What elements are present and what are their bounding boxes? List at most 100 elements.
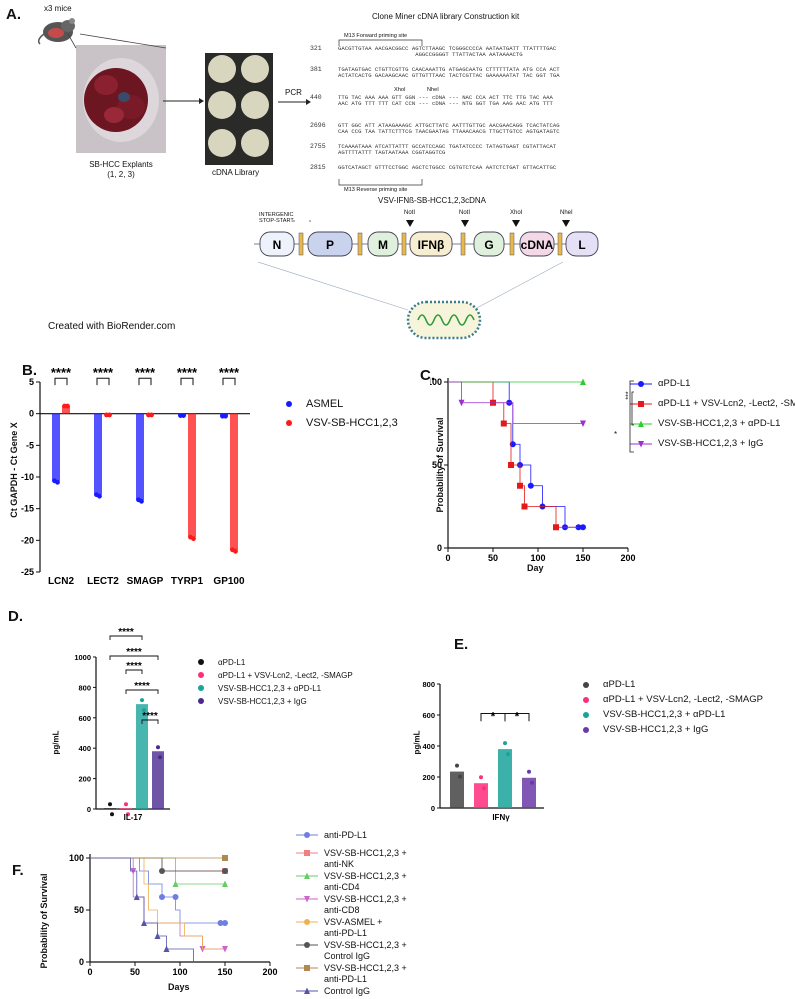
zoom-lines — [67, 33, 167, 49]
construct-segment-label: M — [378, 238, 388, 252]
panel-a-letter: A. — [6, 6, 21, 23]
kit-title: Clone Miner cDNA library Construction ki… — [372, 12, 520, 21]
bar — [498, 749, 512, 808]
bar-point — [55, 479, 60, 485]
legend-entry: VSV-SB-HCC1,2,3 + αPD-L1 — [630, 418, 780, 429]
legend-swatch — [583, 711, 589, 718]
legend-swatch — [286, 420, 292, 426]
intergenic-junction — [460, 232, 466, 256]
series-line — [90, 857, 225, 872]
sig-label: **** — [126, 647, 142, 658]
y-tick-label: -20 — [21, 535, 34, 545]
legend-entry: VSV-SB-HCC1,2,3 + Control IgG — [296, 940, 407, 962]
chart-f: 0 50 100 0 50 100 150 200 — [69, 853, 278, 977]
y-tick-label: 600 — [78, 714, 91, 723]
y-tick-label: 100 — [69, 853, 84, 863]
bar-point — [142, 708, 146, 713]
sequence-text: TCAAAATAAA ATCATTATTT GCCATCCAGC TGATATC… — [338, 143, 557, 157]
bar-point — [110, 812, 114, 817]
legend-label: anti-PD-L1 — [324, 830, 368, 840]
x-tick-label: TYRP1 — [171, 576, 204, 585]
legend-swatch — [296, 987, 318, 994]
legend-label: VSV-SB-HCC1,2,3 + anti-PD-L1 — [324, 963, 407, 984]
bar-point — [223, 413, 228, 419]
legend-marker — [304, 850, 310, 856]
legend-swatch — [198, 672, 204, 678]
x-tick-label: 0 — [445, 553, 450, 563]
intergenic-junction — [401, 232, 407, 256]
intergenic-label-2: STOP-START — [259, 218, 294, 224]
sequence-row: 321 GACGTTGTAA AACGACGGCC AGTCTTAAGC TCGG… — [310, 45, 556, 59]
x-tick-label: 50 — [130, 967, 140, 977]
sig-label: **** — [93, 365, 114, 380]
panel-d-letter: D. — [8, 608, 23, 625]
chart-b-ylabel: Ct GAPDH - Ct Gene X — [9, 422, 19, 518]
legend-marker — [638, 380, 644, 387]
y-tick-label: 600 — [422, 711, 435, 720]
series-marker — [580, 378, 586, 385]
series-line — [90, 857, 225, 872]
legend-label: αPD-L1 + VSV-Lcn2, -Lect2, -SMAGP — [218, 670, 353, 680]
chart-f-xlabel: Days — [168, 982, 190, 992]
chart-c-xlabel: Day — [527, 563, 544, 573]
construct-segment-m — [367, 231, 399, 257]
x-tick-label: 150 — [217, 967, 232, 977]
legend-swatch — [198, 698, 204, 704]
legend-entry: αPD-L1 — [630, 378, 690, 389]
construct-segment-label: cDNA — [521, 238, 554, 252]
sequence-row: 2696 GTT GGC ATT ATAAGAAAGC ATTGCTTATC AA… — [310, 122, 560, 136]
legend-marker — [583, 711, 589, 718]
series-marker — [172, 894, 179, 900]
legend-swatch — [630, 420, 652, 427]
legend-label: Control IgG — [324, 986, 371, 996]
legend-label: VSV-SB-HCC1,2,3 + αPD-L1 — [218, 683, 322, 693]
explant-label-2: (1, 2, 3) — [107, 170, 135, 179]
y-tick-label: -15 — [21, 504, 34, 514]
construct-segment-g — [473, 231, 505, 257]
sig-bracket — [504, 712, 530, 722]
bar — [136, 413, 144, 500]
bar-point — [479, 775, 483, 780]
legend-label: VSV-SB-HCC1,2,3 + αPD-L1 — [658, 418, 781, 429]
bar — [450, 771, 464, 808]
series-marker — [527, 482, 534, 489]
legend-swatch — [296, 896, 318, 903]
chart-d: 0 200 400 600 800 1000 IL-17 **** **** **** **** **… — [74, 627, 170, 822]
legend-swatch — [286, 401, 292, 407]
restriction-site-arrow — [562, 220, 570, 227]
sequence-position: 381 — [310, 66, 322, 73]
legend-entry: VSV-SB-HCC1,2,3 + αPD-L1 — [575, 709, 725, 720]
bar-point — [530, 780, 534, 785]
bar-point — [139, 498, 144, 504]
cdna-plates — [205, 53, 273, 165]
series-line — [90, 857, 225, 924]
legend-marker — [198, 659, 204, 665]
legend-entry: αPD-L1 + VSV-Lcn2, -Lect2, -SMAGP — [190, 670, 353, 680]
y-tick-label: 400 — [422, 742, 435, 751]
construct-segment-cdna — [519, 231, 555, 257]
construct-segment-label: IFNβ — [418, 238, 445, 252]
x-tick-label: IL-17 — [124, 813, 143, 822]
sig-label: **** — [51, 365, 72, 380]
legend-entry: VSV-SB-HCC1,2,3 + IgG — [190, 696, 307, 706]
series-marker — [159, 894, 165, 900]
series-marker — [163, 945, 170, 952]
legend-swatch — [630, 440, 652, 447]
legend-label: VSV-SB-HCC1,2,3 + IgG — [218, 696, 307, 706]
legend-entry: VSV-SB-HCC1,2,3 + IgG — [630, 438, 763, 449]
bar-point — [191, 536, 196, 542]
y-tick-label: 200 — [78, 775, 91, 784]
chart-d-ylabel: pg/mL — [51, 730, 61, 755]
legend-swatch — [198, 685, 204, 691]
panel-c-letter: C. — [420, 367, 435, 384]
y-tick-label: 200 — [422, 773, 435, 782]
legend-marker — [198, 685, 204, 691]
series-marker — [222, 880, 228, 887]
panel-b-letter: B. — [22, 362, 37, 379]
legend-label: αPD-L1 — [658, 378, 691, 389]
sequence-position: 2696 — [310, 122, 326, 129]
bar-point — [108, 802, 112, 807]
y-tick-label: 5 — [29, 377, 34, 387]
sequence-position: 440 — [310, 94, 322, 101]
series-marker — [580, 420, 586, 427]
